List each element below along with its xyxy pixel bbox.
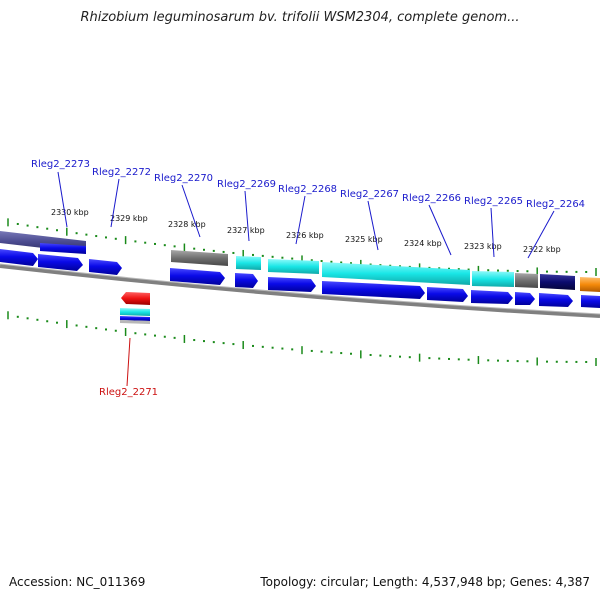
- gene-label-rleg2-2271[interactable]: Rleg2_2271: [99, 387, 158, 398]
- scale-label-2323: 2323 kbp: [464, 242, 502, 251]
- leader-line-2272: [110, 178, 120, 228]
- leader-line-2264: [527, 210, 555, 259]
- scale-label-2322: 2322 kbp: [523, 245, 561, 254]
- feature-block-navy[interactable]: [540, 274, 575, 290]
- gene-label-rleg2-2265[interactable]: Rleg2_2265: [464, 196, 523, 207]
- cds-arrow-3[interactable]: [89, 259, 122, 275]
- leader-line-2269: [244, 190, 250, 242]
- gene-label-rleg2-2272[interactable]: Rleg2_2272: [92, 167, 151, 178]
- cds-arrow-5[interactable]: [235, 273, 258, 288]
- cds-arrow-11[interactable]: [539, 293, 573, 307]
- gene-label-rleg2-2266[interactable]: Rleg2_2266: [402, 193, 461, 204]
- gene-labels-bottom: Rleg2_2271: [99, 337, 158, 398]
- cds-arrow-1[interactable]: [0, 249, 38, 266]
- cds-arrow-10[interactable]: [515, 292, 535, 305]
- cds-arrow-7[interactable]: [322, 281, 425, 299]
- feature-block-orange[interactable]: [580, 277, 600, 292]
- feature-row-top: [0, 231, 600, 292]
- scale-label-2329: 2329 kbp: [110, 214, 148, 223]
- map-title: Rhizobium leguminosarum bv. trifolii WSM…: [80, 10, 520, 25]
- leader-line-2270: [181, 184, 201, 238]
- feature-reverse-gray[interactable]: [120, 320, 150, 324]
- feature-block-cyan-3[interactable]: [322, 262, 470, 285]
- gene-label-rleg2-2270[interactable]: Rleg2_2270: [154, 173, 213, 184]
- cds-arrow-4[interactable]: [170, 268, 225, 285]
- leader-line-2265: [490, 207, 495, 258]
- leader-line-2266: [428, 204, 452, 256]
- cds-arrow-6[interactable]: [268, 277, 316, 292]
- scale-label-2325: 2325 kbp: [345, 235, 383, 244]
- leader-line-2273: [57, 171, 68, 228]
- scale-label-2324: 2324 kbp: [404, 239, 442, 248]
- scale-label-2326: 2326 kbp: [286, 231, 324, 240]
- leader-line-2267: [367, 200, 379, 251]
- genome-backbone: [0, 264, 600, 318]
- inner-scale-ticks: [7, 311, 597, 366]
- gene-label-rleg2-2267[interactable]: Rleg2_2267: [340, 189, 399, 200]
- feature-reverse-blue[interactable]: [120, 316, 150, 321]
- cds-arrow-2[interactable]: [38, 254, 83, 271]
- scale-label-2327: 2327 kbp: [227, 226, 265, 235]
- genome-summary-text: Topology: circular; Length: 4,537,948 bp…: [260, 575, 590, 589]
- gene-labels-top: Rleg2_2273 Rleg2_2272 Rleg2_2270 Rleg2_2…: [31, 159, 585, 259]
- gene-label-rleg2-2273[interactable]: Rleg2_2273: [31, 159, 90, 170]
- cds-row-reverse: [120, 292, 150, 324]
- genome-backbone-highlight: [0, 263, 600, 315]
- feature-block-blue-small[interactable]: [40, 243, 86, 254]
- gene-label-rleg2-2269[interactable]: Rleg2_2269: [217, 179, 276, 190]
- gene-label-rleg2-2268[interactable]: Rleg2_2268: [278, 184, 337, 195]
- cds-arrow-reverse-red[interactable]: [121, 292, 150, 305]
- gene-label-rleg2-2264[interactable]: Rleg2_2264: [526, 199, 585, 210]
- accession-text: Accession: NC_011369: [9, 575, 146, 589]
- scale-label-2328: 2328 kbp: [168, 220, 206, 229]
- feature-block-gray-2[interactable]: [515, 273, 538, 288]
- cds-arrow-12[interactable]: [581, 295, 600, 308]
- feature-reverse-cyan[interactable]: [120, 308, 150, 316]
- cds-row-forward: [0, 249, 600, 308]
- scale-label-2330: 2330 kbp: [51, 208, 89, 217]
- leader-line-2268: [295, 195, 306, 245]
- feature-block-cyan-1[interactable]: [236, 256, 261, 270]
- feature-block-cyan-2[interactable]: [268, 259, 319, 274]
- leader-line-2271: [126, 337, 131, 387]
- cds-arrow-8[interactable]: [427, 287, 468, 302]
- feature-block-cyan-4[interactable]: [472, 271, 514, 287]
- cds-arrow-9[interactable]: [471, 290, 513, 304]
- feature-block-gray-1[interactable]: [171, 250, 228, 266]
